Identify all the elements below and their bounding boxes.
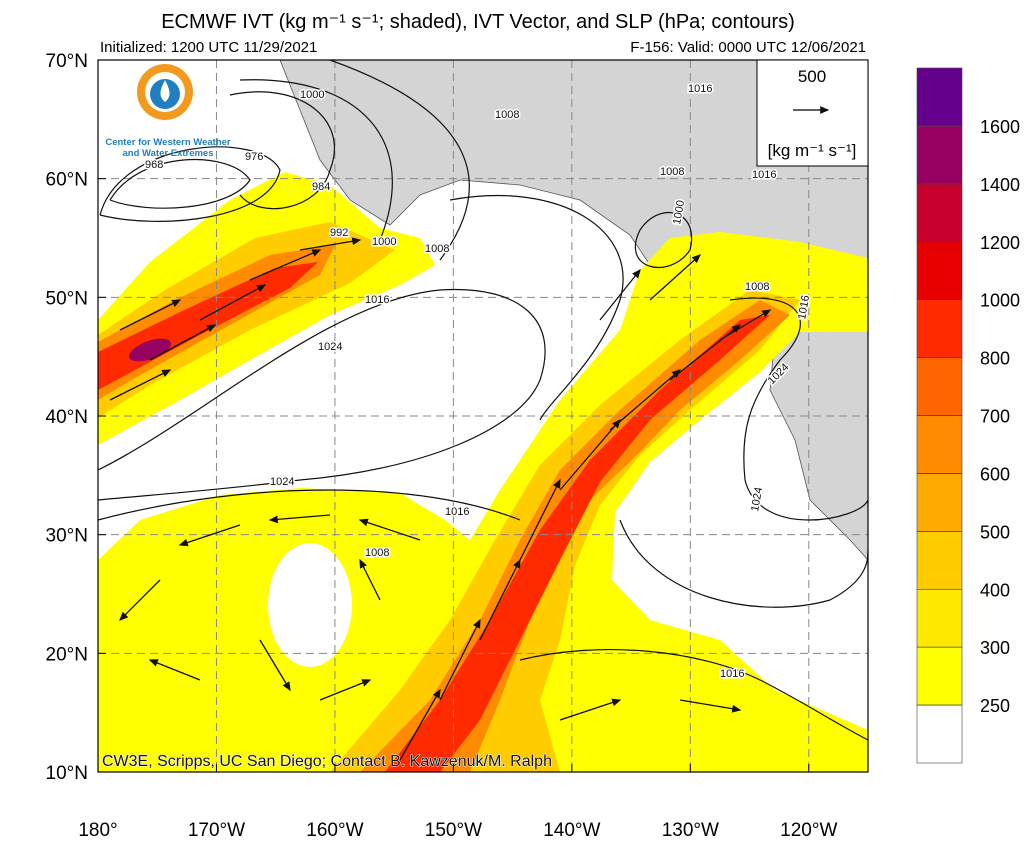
- title: ECMWF IVT (kg m⁻¹ s⁻¹; shaded), IVT Vect…: [161, 11, 795, 33]
- contour-label: 1024: [318, 341, 342, 353]
- colorbar-label: 250: [980, 696, 1010, 716]
- contour-label: 1016: [365, 294, 389, 306]
- vector-ref-value: 500: [798, 67, 826, 86]
- lat-label: 60°N: [46, 170, 88, 191]
- contour-label: 1000: [372, 236, 396, 248]
- contour-label: 984: [312, 181, 330, 193]
- contour-label: 1016: [688, 83, 712, 95]
- lon-label: 130°W: [662, 820, 719, 841]
- init-time: Initialized: 1200 UTC 11/29/2021: [100, 39, 317, 56]
- contour-label: 1008: [425, 243, 449, 255]
- colorbar-label: 500: [980, 522, 1010, 542]
- lon-label: 120°W: [780, 820, 837, 841]
- contour-label: 1016: [720, 668, 744, 680]
- color-box: [916, 646, 963, 706]
- contour-label: 1024: [749, 486, 765, 512]
- lon-label: 150°W: [425, 820, 482, 841]
- lat-label: 50°N: [46, 288, 88, 309]
- color-box: [916, 183, 963, 243]
- lon-label: 180°: [78, 820, 117, 841]
- ivt-shading: [98, 172, 868, 772]
- colorbar-label: 1400: [980, 175, 1020, 195]
- color-box: [916, 531, 963, 590]
- lat-label: 40°N: [46, 407, 88, 428]
- lon-label: 170°W: [188, 820, 245, 841]
- ivt-vectors: [109, 237, 772, 761]
- colorbar-label: 400: [980, 580, 1010, 600]
- color-box: [916, 241, 963, 300]
- colorbar-label: 700: [980, 407, 1010, 427]
- colorbar-label: 300: [980, 638, 1010, 658]
- lat-label: 70°N: [46, 51, 88, 72]
- map: 968 976 984 992 1000 1000 1008 1008 1016…: [98, 60, 868, 772]
- colorbar-label: 1200: [980, 233, 1020, 253]
- contour-label: 1008: [660, 166, 684, 178]
- contour-label: 1016: [445, 506, 469, 518]
- contour-label: 1016: [796, 294, 812, 320]
- color-box: [916, 299, 963, 358]
- contour-label: 1008: [365, 547, 389, 559]
- lat-label: 30°N: [46, 526, 88, 547]
- lat-label: 10°N: [46, 763, 88, 784]
- contour-label: 976: [245, 151, 263, 163]
- lat-label: 20°N: [46, 644, 88, 665]
- color-box: [916, 125, 963, 185]
- color-box: [916, 473, 963, 532]
- color-box: [916, 704, 963, 764]
- lon-label: 140°W: [543, 820, 600, 841]
- colorbar-label: 800: [980, 349, 1010, 369]
- vector-units: [kg m⁻¹ s⁻¹]: [768, 141, 857, 160]
- colorbar-label: 1000: [980, 291, 1020, 311]
- contour-label: 992: [330, 227, 348, 239]
- logo-text: and Water Extremes: [123, 148, 214, 159]
- contour-label: 1016: [752, 169, 776, 181]
- axes: 10°N 20°N 30°N 40°N 50°N 60°N 70°N 180° 170°W 160…: [46, 51, 838, 841]
- contour-label: 1008: [745, 281, 769, 293]
- credit: CW3E, Scripps, UC San Diego; Contact B. …: [102, 753, 552, 770]
- contour-label: 1000: [300, 89, 324, 101]
- color-box: [916, 67, 963, 127]
- color-box: [916, 357, 963, 416]
- colorbar-label: 600: [980, 464, 1010, 484]
- contour-label: 1008: [495, 109, 519, 121]
- colorbar-label: 1600: [980, 117, 1020, 137]
- contour-label: 1024: [270, 476, 294, 488]
- contour-label: 1000: [671, 199, 687, 225]
- color-box: [916, 588, 963, 648]
- color-box: [916, 415, 963, 474]
- logo: Center for Western Weather and Water Ext…: [105, 64, 231, 159]
- slp-contours: [98, 60, 868, 741]
- colorbar: 250 300 400 500 600 700 800 1000 1200 1400 1600: [916, 67, 1020, 764]
- vector-legend: 500 [kg m⁻¹ s⁻¹]: [756, 59, 869, 167]
- contour-label: 968: [145, 159, 163, 171]
- valid-time: F-156: Valid: 0000 UTC 12/06/2021: [630, 39, 866, 56]
- logo-text: Center for Western Weather: [105, 137, 231, 148]
- lon-label: 160°W: [306, 820, 363, 841]
